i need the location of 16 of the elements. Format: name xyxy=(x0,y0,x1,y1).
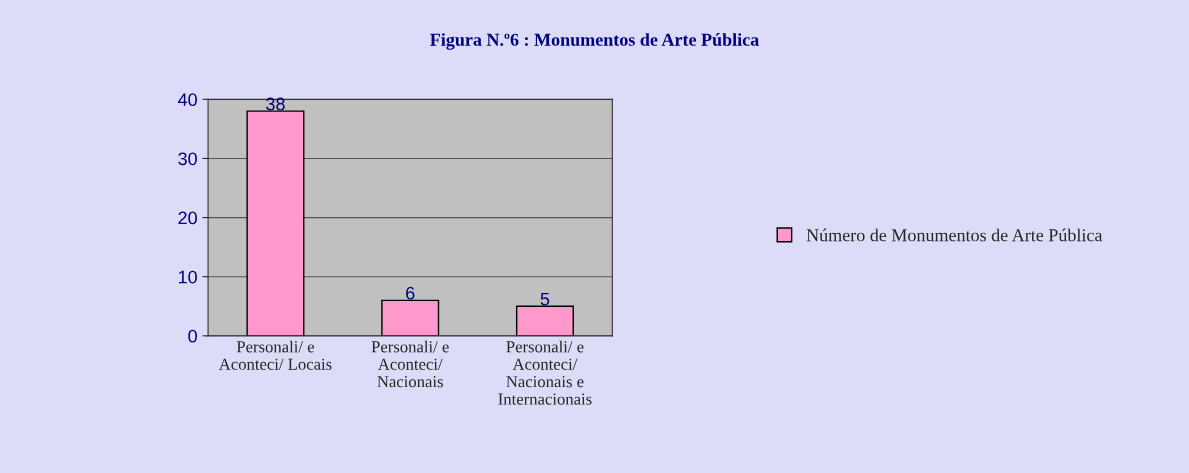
bar xyxy=(515,305,574,336)
x-tick-label: Personali/ e Aconteci/ Nacionais xyxy=(371,340,449,388)
bar xyxy=(246,110,305,336)
y-tick-label: 0 xyxy=(188,329,197,343)
x-tick-label: Personali/ e Aconteci/ Locais xyxy=(218,340,332,370)
y-tick-label: 40 xyxy=(177,93,197,107)
y-tick-label: 20 xyxy=(178,211,197,225)
y-tick-label: 10 xyxy=(178,270,197,284)
x-tick-label: Personali/ e Aconteci/ Nacionais e Internacionais xyxy=(498,340,592,405)
data-label: 6 xyxy=(406,286,415,300)
chart-title: Figura N.º6 : Monumentos de Arte Pública xyxy=(430,33,759,50)
data-label: 38 xyxy=(266,97,285,111)
y-tick-label: 30 xyxy=(178,152,197,166)
bar xyxy=(381,299,440,336)
data-label: 5 xyxy=(540,292,550,306)
legend-label: Número de Monumentos de Arte Pública xyxy=(806,228,1103,242)
